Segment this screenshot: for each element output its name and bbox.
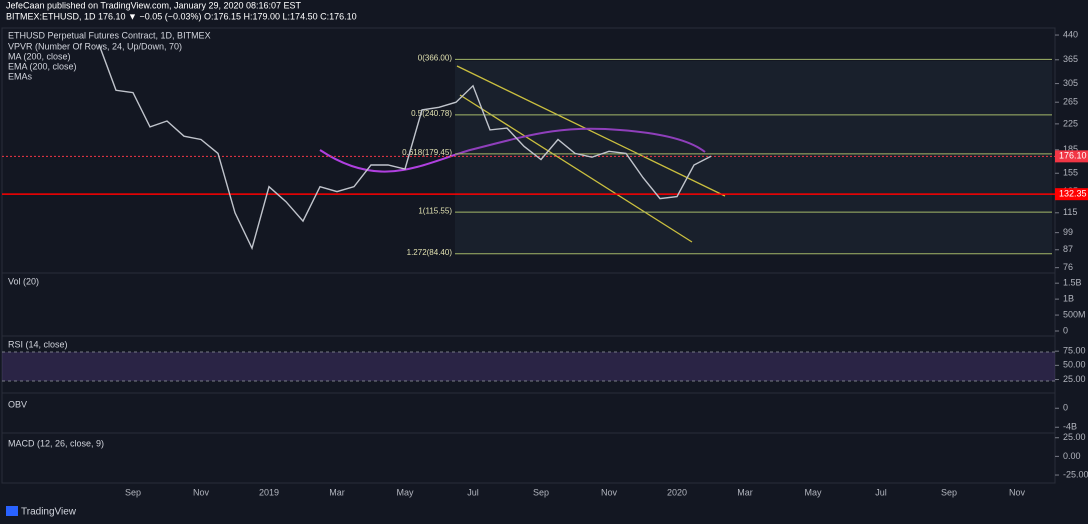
x-tick-label: Nov bbox=[601, 487, 618, 497]
indicator-label: EMA (200, close) bbox=[8, 61, 77, 71]
fib-label: 0(366.00) bbox=[418, 54, 453, 63]
x-tick-label: May bbox=[396, 487, 414, 497]
y-tick-label: 225 bbox=[1063, 118, 1078, 128]
pane-frames bbox=[1, 27, 1056, 484]
fib-label: 1.272(84.40) bbox=[407, 248, 453, 257]
indicator-label: EMAs bbox=[8, 71, 33, 81]
y-tick-label: 50.00 bbox=[1063, 360, 1086, 370]
y-tick-label: 500M bbox=[1063, 309, 1086, 319]
x-tick-label: Mar bbox=[737, 487, 753, 497]
channel-upper bbox=[456, 65, 726, 197]
y-tick-label: 0.00 bbox=[1063, 451, 1081, 461]
y-tick-label: 25.00 bbox=[1063, 374, 1086, 384]
y-tick-label: 440 bbox=[1063, 29, 1078, 39]
indicator-label: MA (200, close) bbox=[8, 51, 71, 61]
brand-logo bbox=[6, 506, 18, 516]
y-tick-label: 0 bbox=[1063, 325, 1068, 335]
y-tick-label: 1B bbox=[1063, 294, 1074, 304]
x-tick-label: 2019 bbox=[259, 487, 279, 497]
y-tick-label: 115 bbox=[1063, 207, 1077, 217]
y-tick-label: 25.00 bbox=[1063, 432, 1086, 442]
pane-title: RSI (14, close) bbox=[8, 339, 68, 349]
y-tick-label: 0 bbox=[1063, 403, 1068, 413]
y-tick-label: 365 bbox=[1063, 54, 1078, 64]
last-price-line-label: 176.10 bbox=[1059, 151, 1087, 161]
x-tick-label: Sep bbox=[533, 487, 549, 497]
x-tick-label: May bbox=[804, 487, 822, 497]
y-tick-label: 76 bbox=[1063, 262, 1073, 272]
last-price-line-tag bbox=[1055, 150, 1088, 163]
pane-title: MACD (12, 26, close, 9) bbox=[8, 438, 104, 448]
y-tick-label: 155 bbox=[1063, 168, 1078, 178]
fib-label: 0.5(240.78) bbox=[411, 109, 452, 118]
y-tick-label: 87 bbox=[1063, 244, 1073, 254]
fib-zone bbox=[455, 61, 1052, 253]
fib-label: 1(115.55) bbox=[418, 206, 452, 215]
y-tick-label: 1.5B bbox=[1063, 278, 1082, 288]
pane-title: OBV bbox=[8, 399, 27, 409]
chart-title: ETHUSD Perpetual Futures Contract, 1D, B… bbox=[8, 30, 211, 40]
y-tick-label: 305 bbox=[1063, 78, 1078, 88]
y-tick-label: -4B bbox=[1063, 422, 1077, 432]
x-tick-label: Jul bbox=[875, 487, 887, 497]
fib-label: 0.618(179.45) bbox=[402, 148, 452, 157]
channel-lower bbox=[459, 94, 693, 243]
pane-title: Vol (20) bbox=[8, 276, 39, 286]
x-tick-label: Nov bbox=[193, 487, 210, 497]
x-tick-label: 2020 bbox=[667, 487, 687, 497]
x-tick-label: Sep bbox=[125, 487, 141, 497]
y-tick-label: 185 bbox=[1063, 144, 1078, 154]
x-tick-label: Mar bbox=[329, 487, 345, 497]
brand: TradingView bbox=[21, 507, 77, 518]
symbol-info: BITMEX:ETHUSD, 1D 176.10 ▼ −0.05 (−0.03%… bbox=[6, 11, 357, 21]
y-tick-label: -25.00 bbox=[1063, 469, 1088, 479]
y-tick-label: 75.00 bbox=[1063, 346, 1086, 356]
indicator-label: VPVR (Number Of Rows, 24, Up/Down, 70) bbox=[8, 41, 182, 51]
x-tick-label: Sep bbox=[941, 487, 957, 497]
support-line-label: 132.35 bbox=[1059, 189, 1087, 199]
x-tick-label: Jul bbox=[467, 487, 479, 497]
price-line bbox=[98, 44, 712, 251]
publish-info: JefeCaan published on TradingView.com, J… bbox=[6, 0, 302, 10]
y-tick-label: 99 bbox=[1063, 227, 1073, 237]
y-tick-label: 265 bbox=[1063, 97, 1078, 107]
ma-200 bbox=[319, 127, 706, 173]
x-tick-label: Nov bbox=[1009, 487, 1026, 497]
rsi-band bbox=[2, 352, 1055, 381]
support-line-tag bbox=[1055, 188, 1088, 201]
